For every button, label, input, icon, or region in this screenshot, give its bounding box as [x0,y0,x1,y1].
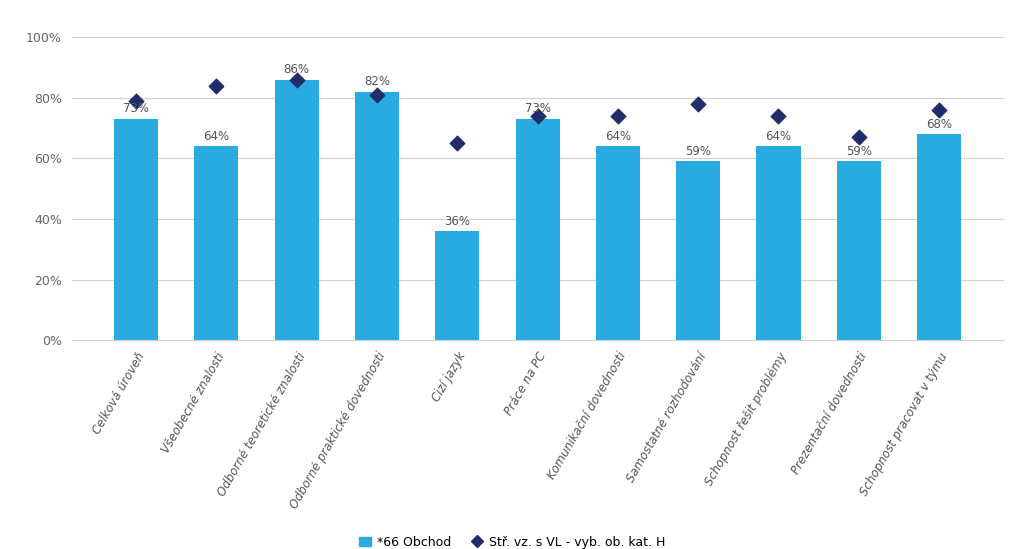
Bar [274,80,318,340]
Text: 64%: 64% [765,130,792,143]
Text: 68%: 68% [926,117,952,131]
Text: 64%: 64% [204,130,229,143]
Bar [918,134,962,340]
Bar [195,146,239,340]
Text: 73%: 73% [123,102,150,115]
Text: 82%: 82% [364,75,390,88]
Text: 59%: 59% [685,145,712,158]
Point [450,139,466,148]
Point [369,91,385,99]
Legend: *66 Obchod, Stř. vz. s VL - vyb. ob. kat. H: *66 Obchod, Stř. vz. s VL - vyb. ob. kat… [353,531,671,549]
Point [529,111,546,120]
Text: 64%: 64% [605,130,631,143]
Bar [837,161,881,340]
Text: 86%: 86% [284,63,309,76]
Text: 59%: 59% [846,145,871,158]
Text: 73%: 73% [524,102,551,115]
Bar [435,231,479,340]
Point [851,133,867,142]
Point [128,97,144,105]
Point [770,111,786,120]
Point [690,99,707,108]
Point [289,75,305,84]
Bar [114,119,158,340]
Text: 36%: 36% [444,215,470,228]
Bar [515,119,560,340]
Bar [596,146,640,340]
Point [609,111,626,120]
Bar [355,92,399,340]
Point [208,81,224,90]
Bar [757,146,801,340]
Point [931,105,947,114]
Bar [676,161,720,340]
